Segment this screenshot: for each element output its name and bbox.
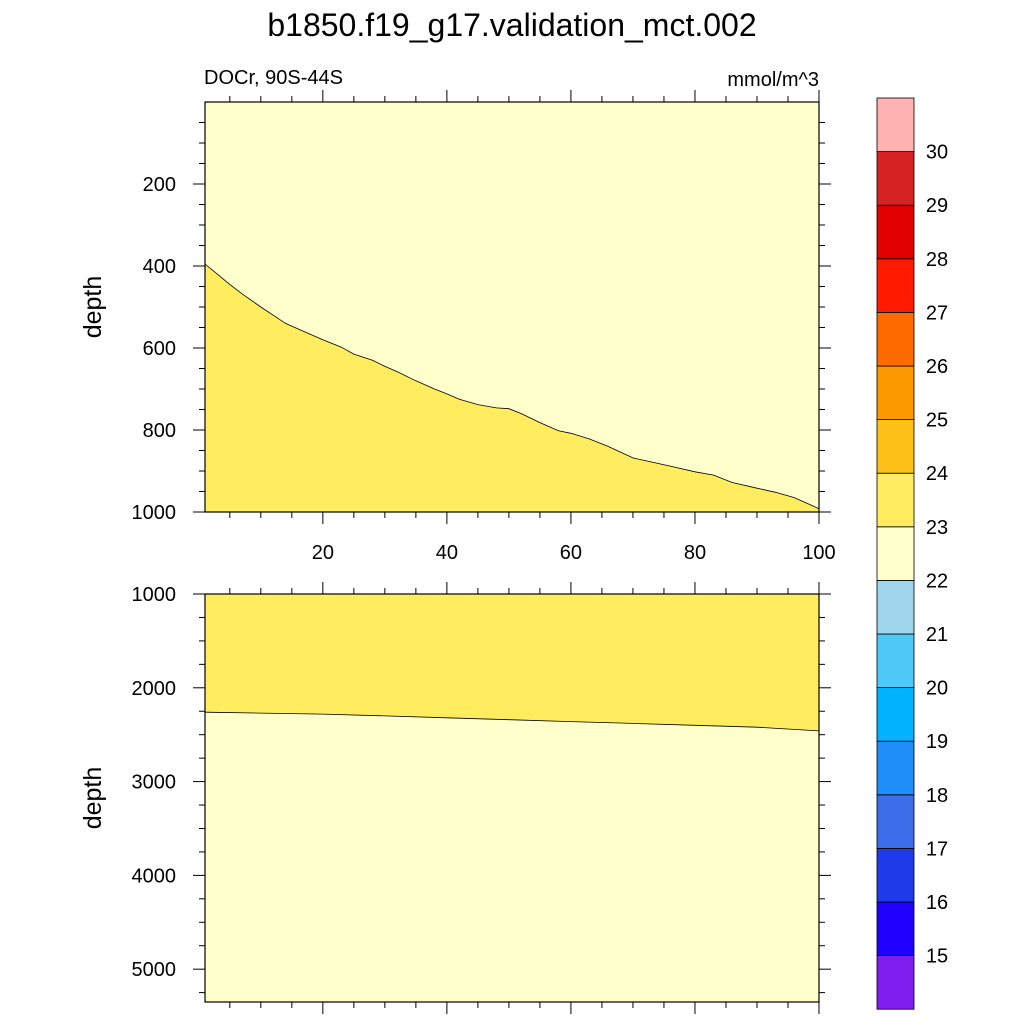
lower-contour-line [204, 711, 820, 732]
lower-plot-frame [204, 593, 820, 1003]
lower-y-tick-label: 2000 [132, 678, 177, 700]
chart-units-label: mmol/m^3 [727, 69, 819, 91]
colorbar-label: 29 [926, 195, 948, 217]
colorbar-swatch [876, 526, 915, 581]
colorbar-swatch [876, 794, 915, 849]
colorbar-label: 20 [926, 678, 948, 700]
lower-y-tick-label: 3000 [132, 772, 177, 794]
colorbar-label: 18 [926, 785, 948, 807]
upper-x-tick-label: 80 [684, 542, 706, 564]
colorbar-swatch [876, 955, 915, 1010]
colorbar-swatch [876, 311, 915, 367]
colorbar-label: 16 [926, 892, 948, 914]
colorbar-swatch [876, 687, 915, 742]
colorbar-label: 25 [926, 410, 948, 432]
chart-title: b1850.f19_g17.validation_mct.002 [267, 7, 756, 43]
upper-y-tick-label: 600 [143, 338, 176, 360]
colorbar-swatch [876, 901, 915, 956]
colorbar-label: 24 [926, 463, 948, 485]
colorbar-label: 30 [926, 142, 948, 164]
upper-y-axis-label: depth [79, 276, 107, 339]
upper-y-tick-label: 800 [143, 420, 176, 442]
colorbar-swatch [876, 365, 915, 420]
colorbar-swatch [876, 472, 915, 528]
upper-x-tick-label: 40 [436, 542, 458, 564]
lower-y-tick-label: 1000 [132, 584, 177, 606]
upper-x-tick-label: 20 [312, 542, 334, 564]
colorbar-label: 15 [926, 946, 948, 968]
colorbar-swatch [876, 740, 915, 796]
upper-y-tick-label: 400 [143, 256, 176, 278]
colorbar-label: 23 [926, 517, 948, 539]
upper-x-tick-label: 100 [802, 542, 835, 564]
upper-y-tick-label: 200 [143, 174, 176, 196]
lower-filled-region [205, 594, 819, 731]
upper-x-tick-label: 60 [560, 542, 582, 564]
chart-subtitle-left: DOCr, 90S-44S [204, 67, 343, 89]
upper-contour-line [204, 263, 820, 510]
colorbar-swatch [876, 419, 915, 474]
colorbar-swatch [876, 848, 915, 903]
colorbar-label: 21 [926, 624, 948, 646]
lower-y-axis-label: depth [79, 767, 107, 830]
colorbar-swatch [876, 258, 915, 313]
colorbar-label: 17 [926, 838, 948, 860]
colorbar-swatch [876, 151, 915, 206]
lower-y-tick-label: 4000 [132, 865, 177, 887]
upper-y-tick-label: 1000 [132, 502, 177, 524]
colorbar-swatch [876, 580, 915, 635]
lower-y-tick-label: 5000 [132, 959, 177, 981]
colorbar-label: 26 [926, 356, 948, 378]
colorbar-swatch [876, 204, 915, 260]
colorbar-label: 22 [926, 570, 948, 592]
colorbar-swatch [876, 97, 915, 152]
colorbar-swatch [876, 633, 915, 688]
upper-filled-region [205, 264, 819, 512]
colorbar-label: 28 [926, 249, 948, 271]
colorbar-label: 19 [926, 731, 948, 753]
colorbar-label: 27 [926, 302, 948, 324]
